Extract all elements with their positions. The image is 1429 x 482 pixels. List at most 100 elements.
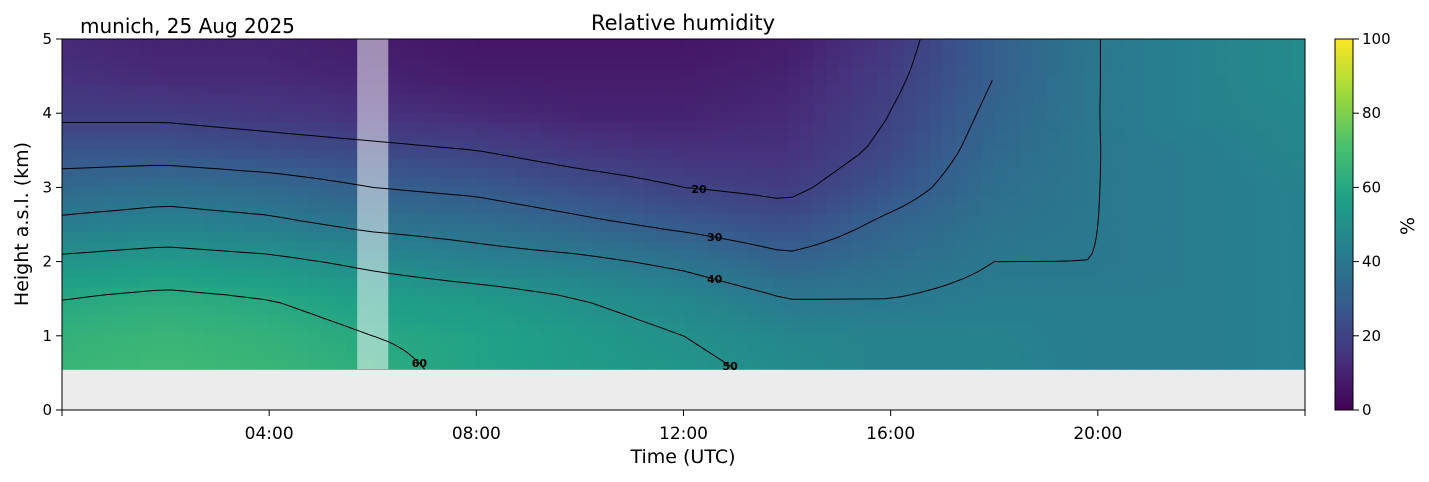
heatmap-cell — [566, 360, 581, 370]
heatmap-cell — [1175, 103, 1190, 113]
heatmap-cell — [748, 121, 762, 132]
heatmap-cell — [1214, 231, 1228, 242]
heatmap-cell — [631, 341, 646, 352]
heatmap-cell — [735, 240, 749, 251]
heatmap-cell — [994, 222, 1008, 233]
heatmap-cell — [87, 314, 102, 324]
heatmap-cell — [320, 94, 335, 104]
heatmap-cell — [774, 158, 788, 169]
heatmap-cell — [62, 176, 76, 187]
heatmap-cell — [1253, 259, 1267, 269]
heatmap-cell — [851, 94, 866, 104]
heatmap-cell — [1084, 176, 1099, 187]
heatmap-cell — [838, 185, 853, 196]
heatmap-cell — [696, 167, 710, 178]
heatmap-cell — [243, 149, 257, 159]
heatmap-cell — [981, 240, 995, 251]
x-axis-label: Time (UTC) — [629, 446, 735, 468]
heatmap-cell — [554, 222, 568, 233]
heatmap-cell — [1227, 39, 1241, 49]
heatmap-cell — [1175, 323, 1190, 334]
heatmap-cell — [554, 48, 568, 58]
heatmap-cell — [217, 323, 231, 334]
heatmap-cell — [100, 139, 115, 150]
heatmap-cell — [515, 286, 529, 297]
heatmap-cell — [916, 84, 931, 95]
heatmap-cell — [489, 167, 503, 178]
heatmap-cell — [100, 39, 115, 49]
heatmap-cell — [437, 304, 452, 315]
heatmap-cell — [463, 130, 477, 141]
heatmap-cell — [968, 75, 982, 86]
heatmap-cell — [243, 240, 257, 251]
heatmap-cell — [502, 39, 516, 49]
heatmap-cell — [618, 268, 633, 279]
heatmap-cell — [489, 259, 503, 269]
heatmap-cell — [191, 277, 206, 288]
heatmap-cell — [1292, 314, 1305, 324]
heatmap-cell — [1162, 350, 1177, 361]
heatmap-cell — [851, 360, 866, 370]
heatmap-cell — [230, 222, 244, 233]
heatmap-cell — [269, 268, 283, 279]
heatmap-cell — [1084, 103, 1099, 113]
heatmap-cell — [968, 84, 982, 95]
heatmap-cell — [1020, 48, 1034, 58]
heatmap-cell — [126, 167, 141, 178]
heatmap-cell — [618, 167, 633, 178]
heatmap-cell — [696, 323, 710, 334]
heatmap-cell — [139, 222, 154, 233]
y-tick-label: 1 — [42, 327, 52, 345]
heatmap-cell — [761, 314, 775, 324]
heatmap-cell — [178, 112, 193, 123]
heatmap-cell — [657, 57, 672, 68]
heatmap-cell — [165, 167, 180, 178]
heatmap-cell — [722, 94, 736, 104]
heatmap-cell — [1266, 194, 1280, 205]
heatmap-cell — [592, 48, 607, 58]
heatmap-cell — [1020, 249, 1034, 260]
heatmap-cell — [1071, 112, 1086, 123]
heatmap-cell — [1007, 39, 1021, 49]
heatmap-cell — [579, 149, 594, 159]
heatmap-cell — [942, 84, 957, 95]
heatmap-cell — [450, 323, 464, 334]
heatmap-cell — [113, 94, 128, 104]
heatmap-cell — [618, 222, 633, 233]
heatmap-cell — [735, 332, 749, 343]
heatmap-cell — [489, 314, 503, 324]
heatmap-cell — [1279, 39, 1293, 49]
heatmap-cell — [1084, 57, 1099, 68]
heatmap-cell — [1123, 39, 1138, 49]
heatmap-cell — [1046, 332, 1060, 343]
heatmap-cell — [877, 94, 892, 104]
heatmap-cell — [165, 341, 180, 352]
heatmap-cell — [566, 112, 581, 123]
heatmap-cell — [696, 277, 710, 288]
heatmap-cell — [1214, 332, 1228, 343]
heatmap-cell — [722, 75, 736, 86]
heatmap-cell — [333, 139, 348, 150]
heatmap-cell — [774, 360, 788, 370]
heatmap-cell — [579, 277, 594, 288]
heatmap-cell — [838, 149, 853, 159]
heatmap-cell — [191, 323, 206, 334]
heatmap-cell — [800, 295, 814, 306]
heatmap-cell — [282, 360, 296, 370]
heatmap-cell — [1046, 249, 1060, 260]
heatmap-cell — [1188, 259, 1203, 269]
heatmap-cell — [437, 341, 452, 352]
heatmap-cell — [1188, 204, 1203, 214]
heatmap-cell — [554, 231, 568, 242]
heatmap-cell — [825, 84, 840, 95]
heatmap-cell — [748, 204, 762, 214]
heatmap-cell — [269, 295, 283, 306]
heatmap-cell — [994, 249, 1008, 260]
heatmap-cell — [994, 176, 1008, 187]
heatmap-cell — [437, 286, 452, 297]
heatmap-cell — [333, 112, 348, 123]
heatmap-cell — [631, 286, 646, 297]
heatmap-cell — [735, 295, 749, 306]
heatmap-cell — [1007, 231, 1021, 242]
heatmap-cell — [1136, 149, 1151, 159]
